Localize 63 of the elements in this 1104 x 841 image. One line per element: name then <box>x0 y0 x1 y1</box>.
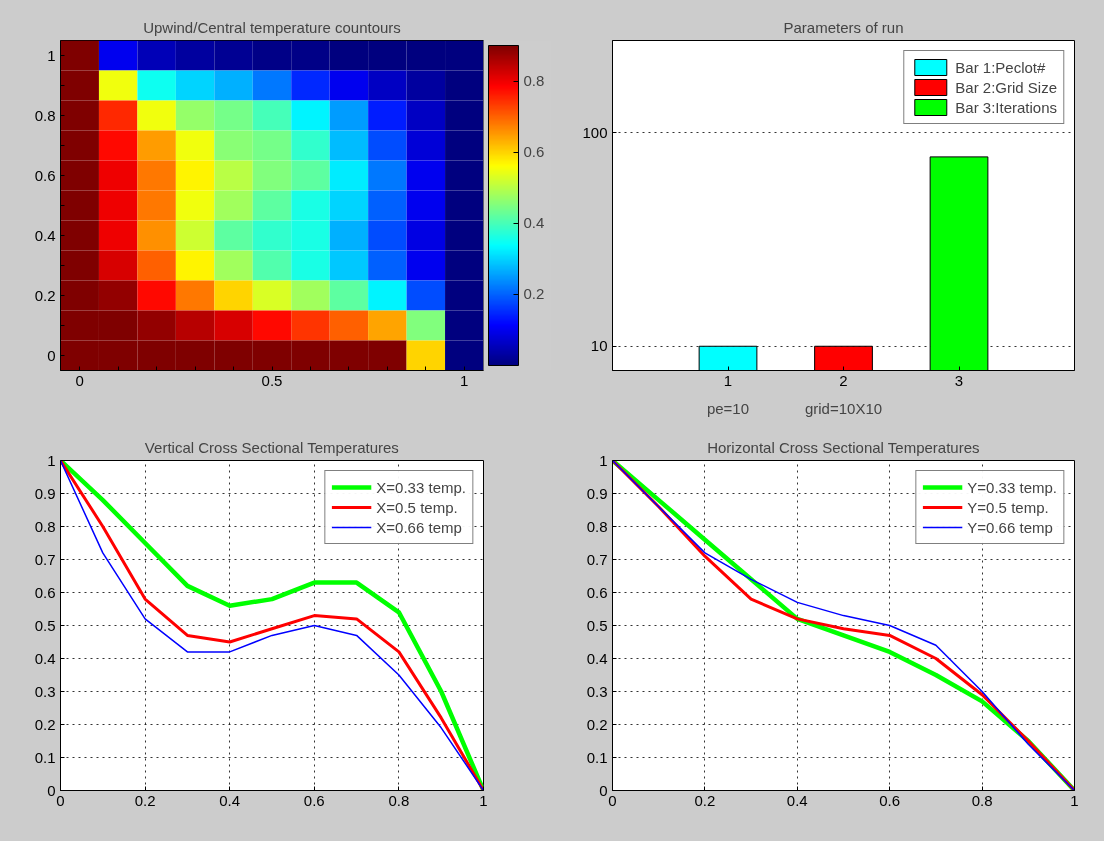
y-tick-label: 0.9 <box>34 484 56 502</box>
legend-label: X=0.5 temp. <box>376 498 458 516</box>
legend-label: X=0.33 temp. <box>376 478 466 496</box>
legend-label: Y=0.66 temp <box>967 518 1053 536</box>
y-tick-label: 0.4 <box>34 649 56 667</box>
text: grid=10X10 <box>804 399 883 417</box>
y-tick-label: 0.8 <box>34 106 56 124</box>
y-tick-label: 1 <box>47 451 56 469</box>
x-tick-label: 0.4 <box>786 791 808 809</box>
y-tick-label: 0.6 <box>586 583 608 601</box>
y-tick-label: 0.5 <box>34 616 56 634</box>
x-tick-label: 0.6 <box>303 791 325 809</box>
legend-label: Bar 1:Peclot# <box>955 58 1046 76</box>
y-tick-label: 0.6 <box>34 583 56 601</box>
x-tick-label: 0.4 <box>219 791 241 809</box>
y-tick-label: 0.1 <box>586 748 608 766</box>
x-tick-label: 2 <box>839 371 848 389</box>
x-tick-label: 1 <box>460 371 469 389</box>
y-tick-label: 10 <box>590 337 608 355</box>
chart-title: Parameters of run <box>783 18 904 36</box>
y-tick-label: 0.2 <box>34 715 56 733</box>
y-tick-label: 1 <box>599 451 608 469</box>
x-tick-label: 1 <box>479 791 488 809</box>
x-tick-label: 0.2 <box>134 791 156 809</box>
y-tick-label: 0.4 <box>34 226 56 244</box>
x-tick-label: 3 <box>954 371 964 389</box>
color-bar-label: 0.4 <box>523 214 545 232</box>
legend-label: Y=0.33 temp. <box>967 478 1057 496</box>
y-tick-label: 0.8 <box>34 517 56 535</box>
chart-title: Vertical Cross Sectional Temperatures <box>144 438 399 456</box>
y-tick-label: 0.2 <box>586 715 608 733</box>
chart-title: Upwind/Central temperature countours <box>143 18 401 36</box>
y-tick-label: 100 <box>582 123 608 141</box>
x-tick-label: 0.8 <box>971 791 993 809</box>
y-tick-label: 0 <box>47 346 56 364</box>
legend-label: Y=0.5 temp. <box>967 498 1049 516</box>
color-bar-label: 0.2 <box>523 285 545 303</box>
x-tick-label: 1 <box>723 371 733 389</box>
y-tick-label: 0.7 <box>34 550 56 568</box>
y-tick-label: 0.5 <box>586 616 608 634</box>
y-tick-label: 0.2 <box>34 286 56 304</box>
x-tick-label: 0.8 <box>388 791 410 809</box>
chart-title: Horizontal Cross Sectional Temperatures <box>707 438 980 456</box>
x-tick-label: 1 <box>1070 791 1079 809</box>
y-tick-label: 0.8 <box>586 517 608 535</box>
x-tick-label: 0.6 <box>879 791 901 809</box>
y-tick-label: 0.3 <box>34 682 56 700</box>
y-tick-label: 0.7 <box>586 550 608 568</box>
legend-label: Bar 3:Iterations <box>955 98 1057 116</box>
x-tick-label: 0.5 <box>261 371 283 389</box>
y-tick-label: 0.6 <box>34 166 56 184</box>
y-tick-label: 0.4 <box>586 649 608 667</box>
legend-label: Bar 2:Grid Size <box>955 78 1057 96</box>
y-tick-label: 0.9 <box>586 484 608 502</box>
x-tick-label: 0.2 <box>694 791 716 809</box>
y-tick-label: 0.1 <box>34 748 56 766</box>
text: pe=10 <box>706 399 750 417</box>
x-tick-label: 0 <box>75 371 84 389</box>
y-tick-label: 0.3 <box>586 682 608 700</box>
y-tick-label: 1 <box>47 46 56 64</box>
legend-label: X=0.66 temp <box>376 518 462 536</box>
color-bar-label: 0.8 <box>523 72 545 90</box>
color-bar-label: 0.6 <box>523 143 545 161</box>
